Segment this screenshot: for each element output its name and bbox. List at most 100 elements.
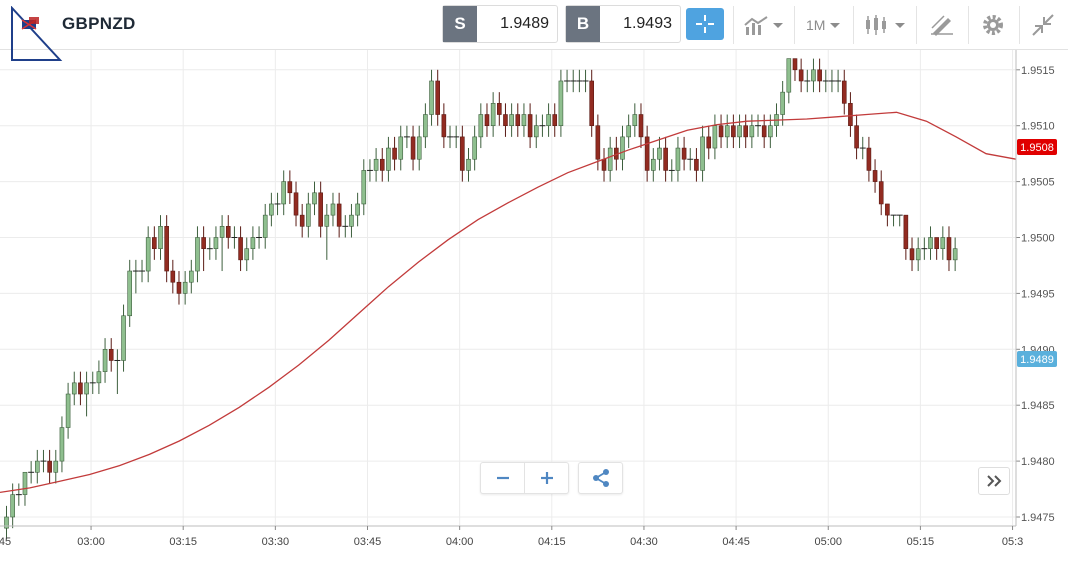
candle-body	[460, 136, 465, 171]
settings-button[interactable]	[981, 9, 1005, 41]
candle-body	[841, 80, 847, 104]
candle-body	[496, 103, 502, 115]
candle-body	[521, 114, 527, 126]
candle-body	[250, 237, 256, 249]
scroll-to-latest-button[interactable]	[978, 467, 1010, 495]
candle	[299, 203, 305, 238]
share-button[interactable]	[579, 463, 622, 493]
candle	[484, 103, 490, 137]
candle	[472, 125, 477, 171]
y-tick-label: 1.9510	[1021, 121, 1055, 133]
candle-body	[102, 348, 108, 372]
candle	[342, 215, 349, 238]
candle-body	[478, 114, 484, 138]
candle-body	[885, 203, 890, 216]
candle	[244, 237, 250, 272]
collapse-button[interactable]	[1031, 9, 1055, 41]
candle	[398, 125, 404, 171]
buy-tag: B	[566, 6, 600, 42]
candle	[324, 203, 330, 260]
candle	[59, 416, 65, 473]
candle	[102, 338, 108, 383]
candle-body	[490, 103, 496, 127]
x-tick-label: 03:00	[77, 536, 105, 548]
candle	[909, 237, 915, 272]
draw-button[interactable]	[930, 9, 954, 41]
candle-body	[373, 158, 379, 171]
candle-body	[158, 226, 163, 249]
candle-body	[336, 203, 342, 227]
candle	[366, 159, 373, 182]
ma-value-label: 1.9508	[1020, 142, 1054, 154]
plus-icon	[540, 472, 553, 484]
candle	[47, 449, 52, 484]
chart-type-button[interactable]	[744, 9, 783, 41]
candle	[4, 505, 9, 540]
price-chart[interactable]: 1.95151.95101.95051.95001.94951.94901.94…	[0, 50, 1068, 561]
candle	[589, 69, 595, 137]
candle	[250, 226, 256, 260]
candle	[256, 226, 263, 249]
candle	[158, 215, 163, 260]
candle	[89, 371, 96, 395]
candle	[281, 170, 287, 216]
candle-body	[515, 114, 521, 126]
sell-button[interactable]: S 1.9489	[442, 5, 558, 43]
candle	[552, 103, 558, 137]
candle	[885, 203, 890, 227]
candle	[582, 69, 589, 93]
candle-body	[306, 203, 311, 227]
candle-body	[607, 147, 613, 171]
candle	[274, 192, 281, 216]
timeframe-button[interactable]: 1M	[806, 9, 841, 41]
candle-body	[915, 248, 921, 261]
candle	[490, 92, 496, 137]
ma-value-label-bg	[1017, 139, 1057, 155]
candle	[681, 136, 687, 171]
candle	[866, 136, 872, 182]
zoom-out-button[interactable]	[481, 463, 524, 493]
candle	[798, 58, 804, 93]
candle	[403, 125, 410, 149]
chevron-down-icon	[830, 22, 841, 28]
candle	[657, 136, 662, 171]
candle-body	[786, 58, 792, 93]
candle	[650, 148, 656, 182]
candle	[453, 125, 460, 149]
candle	[164, 215, 169, 283]
crosshair-button[interactable]	[686, 8, 724, 40]
candle-body	[700, 136, 705, 171]
candle	[287, 170, 293, 204]
candle-body	[201, 237, 206, 249]
candle-icon	[866, 15, 886, 35]
candle	[84, 371, 89, 417]
candle-body	[712, 125, 718, 149]
candle-body	[724, 125, 730, 138]
candle	[626, 114, 631, 149]
candle-body	[595, 125, 601, 160]
candle	[145, 226, 151, 283]
candle	[928, 226, 933, 260]
candle-body	[509, 114, 514, 126]
candle-body	[934, 237, 939, 249]
candle-body	[737, 125, 742, 138]
candle-type-button[interactable]	[864, 9, 905, 41]
candle-body	[620, 136, 625, 160]
candle	[34, 449, 40, 484]
zoom-controls	[480, 462, 569, 494]
candle	[737, 114, 742, 149]
x-tick-label: 03:45	[354, 536, 382, 548]
buy-button[interactable]: B 1.9493	[565, 5, 681, 43]
candle	[349, 203, 354, 238]
candle	[231, 226, 238, 249]
candle	[478, 103, 484, 149]
candle	[312, 181, 317, 216]
candle	[607, 136, 613, 182]
draw-icon	[931, 15, 953, 36]
sell-tag: S	[443, 6, 477, 42]
candle-body	[170, 270, 176, 283]
zoom-in-button[interactable]	[525, 463, 568, 493]
candle	[496, 92, 502, 126]
candle	[792, 58, 798, 81]
candle-body	[269, 203, 274, 216]
